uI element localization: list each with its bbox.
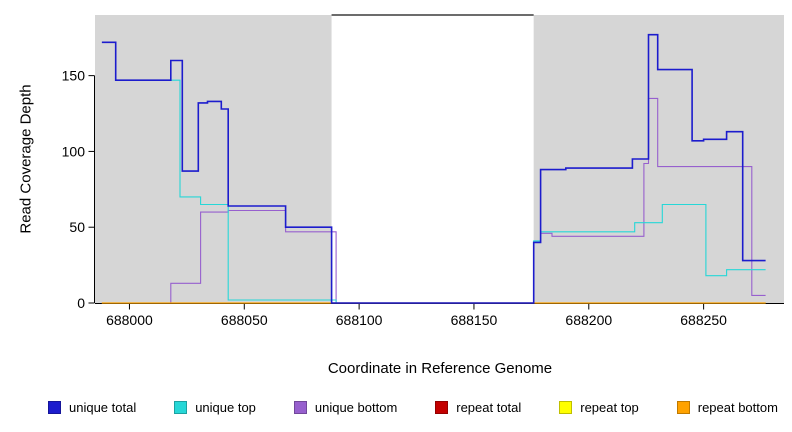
- x-tick-label: 688200: [565, 312, 612, 328]
- y-tick-label: 150: [62, 68, 86, 84]
- y-tick-label: 100: [62, 143, 86, 159]
- x-tick-label: 688150: [451, 312, 498, 328]
- legend-label: unique top: [195, 400, 256, 415]
- legend-label: repeat top: [580, 400, 639, 415]
- legend-swatch: [559, 401, 573, 414]
- x-tick-label: 688100: [336, 312, 383, 328]
- legend-label: unique total: [69, 400, 137, 415]
- legend-swatch: [174, 401, 188, 414]
- x-axis-title: Coordinate in Reference Genome: [327, 360, 553, 377]
- legend-item-unique-total: unique total: [48, 400, 136, 415]
- x-tick-label: 688250: [680, 312, 727, 328]
- legend-item-unique-top: unique top: [174, 400, 256, 415]
- x-tick-label: 688050: [221, 312, 268, 328]
- legend: unique total unique top unique bottom repea…: [0, 400, 792, 415]
- legend-item-repeat-bottom: repeat bottom: [676, 400, 778, 415]
- legend-swatch: [48, 401, 61, 414]
- x-tick-label: 688000: [106, 312, 153, 328]
- coverage-plot: 688000 688050 688100 688150 688200 688250 0 50 1…: [62, 14, 784, 328]
- legend-label: unique bottom: [314, 400, 398, 415]
- y-tick-label: 0: [77, 295, 85, 311]
- legend-item-repeat-total: repeat total: [435, 400, 521, 415]
- legend-item-repeat-top: repeat top: [559, 400, 639, 415]
- shaded-region: [533, 15, 784, 303]
- shaded-region: [95, 15, 332, 303]
- y-tick-label: 50: [69, 219, 85, 235]
- legend-item-unique-bottom: unique bottom: [293, 400, 398, 415]
- legend-swatch: [435, 401, 449, 414]
- legend-label: repeat total: [456, 400, 522, 415]
- series-unique-total: [101, 33, 766, 304]
- legend-swatch: [676, 401, 690, 414]
- y-axis-title: Read Coverage Depth: [17, 84, 35, 234]
- legend-label: repeat bottom: [697, 400, 778, 415]
- legend-swatch: [293, 401, 307, 414]
